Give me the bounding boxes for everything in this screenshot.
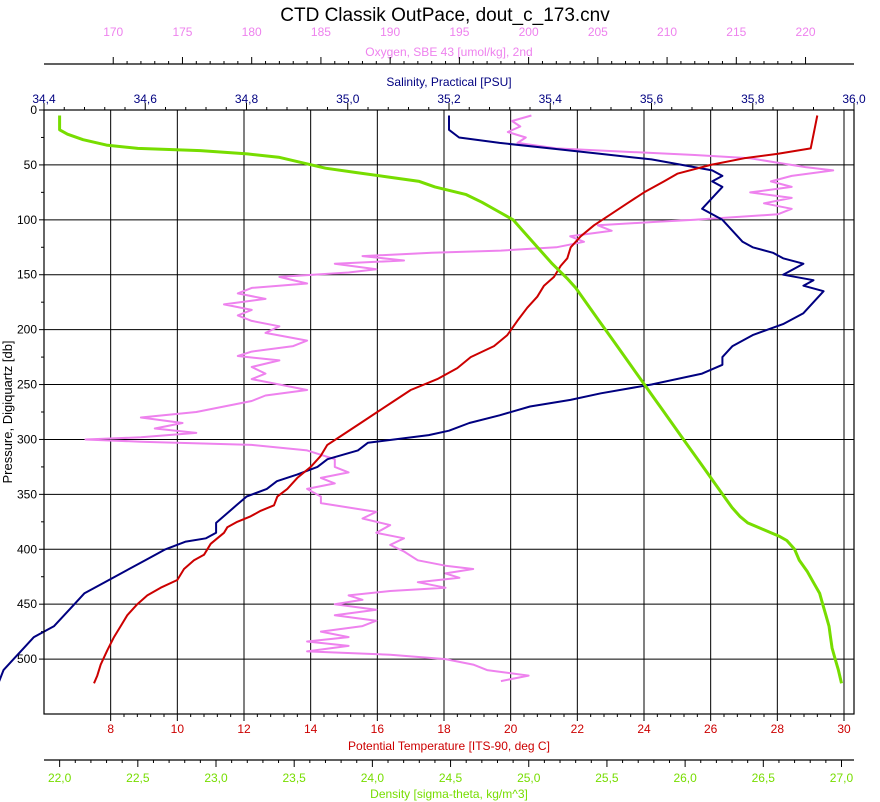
y-tick-label: 200 <box>17 323 37 337</box>
series-line-salinity <box>0 115 825 682</box>
temperature-axis-label: Potential Temperature [ITS-90, deg C] <box>348 739 550 753</box>
density-tick-label: 24,0 <box>361 771 385 785</box>
temperature-tick-label: 24 <box>637 722 651 736</box>
temperature-tick-label: 28 <box>771 722 785 736</box>
density-tick-label: 26,5 <box>752 771 776 785</box>
y-tick-label: 350 <box>17 487 37 501</box>
salinity-tick-label: 35,0 <box>336 92 360 106</box>
density-tick-label: 25,0 <box>517 771 541 785</box>
y-tick-label: 300 <box>17 432 37 446</box>
oxygen-tick-label: 180 <box>242 25 262 39</box>
density-axis-label: Density [sigma-theta, kg/m^3] <box>370 787 528 801</box>
salinity-tick-label: 35,6 <box>640 92 664 106</box>
series-lines <box>0 114 843 684</box>
density-tick-label: 23,0 <box>204 771 228 785</box>
density-tick-label: 27,0 <box>830 771 854 785</box>
temperature-tick-label: 14 <box>304 722 318 736</box>
density-tick-label: 24,5 <box>439 771 463 785</box>
temperature-tick-label: 26 <box>704 722 718 736</box>
series-line-temperature <box>93 115 819 684</box>
temperature-tick-label: 30 <box>837 722 851 736</box>
y-tick-label: 450 <box>17 597 37 611</box>
y-tick-label: 500 <box>17 652 37 666</box>
plot-grid <box>44 109 854 714</box>
series-line-density <box>58 115 843 684</box>
density-tick-label: 25,5 <box>595 771 619 785</box>
y-tick-label: 100 <box>17 213 37 227</box>
temperature-tick-label: 20 <box>504 722 518 736</box>
series-line-oxygen <box>84 114 835 683</box>
oxygen-tick-label: 170 <box>103 25 123 39</box>
density-tick-label: 22,0 <box>48 771 72 785</box>
salinity-tick-label: 35,2 <box>437 92 461 106</box>
oxygen-axis-label: Oxygen, SBE 43 [umol/kg], 2nd <box>365 45 532 59</box>
temperature-tick-label: 18 <box>437 722 451 736</box>
oxygen-tick-label: 175 <box>172 25 192 39</box>
salinity-tick-label: 36,0 <box>842 92 866 106</box>
salinity-tick-label: 34,6 <box>134 92 158 106</box>
y-axis: 0 50 100 150 200 250 300 350 400 450 500 <box>17 103 44 666</box>
oxygen-tick-label: 215 <box>726 25 746 39</box>
plot-area-border <box>43 109 855 715</box>
oxygen-tick-label: 195 <box>449 25 469 39</box>
temperature-tick-label: 22 <box>571 722 585 736</box>
chart-title: CTD Classik OutPace, dout_c_173.cnv <box>280 5 610 26</box>
oxygen-tick-label: 190 <box>380 25 400 39</box>
temperature-tick-label: 16 <box>371 722 385 736</box>
density-tick-label: 22,5 <box>126 771 150 785</box>
oxygen-tick-label: 205 <box>588 25 608 39</box>
temperature-tick-label: 8 <box>107 722 114 736</box>
temperature-tick-label: 10 <box>171 722 185 736</box>
oxygen-tick-label: 185 <box>311 25 331 39</box>
density-tick-label: 23,5 <box>283 771 307 785</box>
y-tick-label: 400 <box>17 542 37 556</box>
y-tick-label: 250 <box>17 378 37 392</box>
oxygen-tick-label: 210 <box>657 25 677 39</box>
y-tick-label: 50 <box>24 158 38 172</box>
salinity-tick-label: 35,8 <box>741 92 765 106</box>
oxygen-tick-label: 200 <box>519 25 539 39</box>
salinity-axis-label: Salinity, Practical [PSU] <box>386 75 511 89</box>
temperature-tick-label: 12 <box>237 722 251 736</box>
salinity-tick-label: 34,8 <box>235 92 259 106</box>
oxygen-tick-label: 220 <box>796 25 816 39</box>
y-axis-label: Pressure, Digiquartz [db] <box>0 340 15 483</box>
salinity-tick-label: 35,4 <box>539 92 563 106</box>
salinity-tick-label: 34,4 <box>32 92 56 106</box>
y-tick-label: 150 <box>17 268 37 282</box>
density-tick-label: 26,0 <box>673 771 697 785</box>
y-tick-label: 0 <box>30 103 37 117</box>
